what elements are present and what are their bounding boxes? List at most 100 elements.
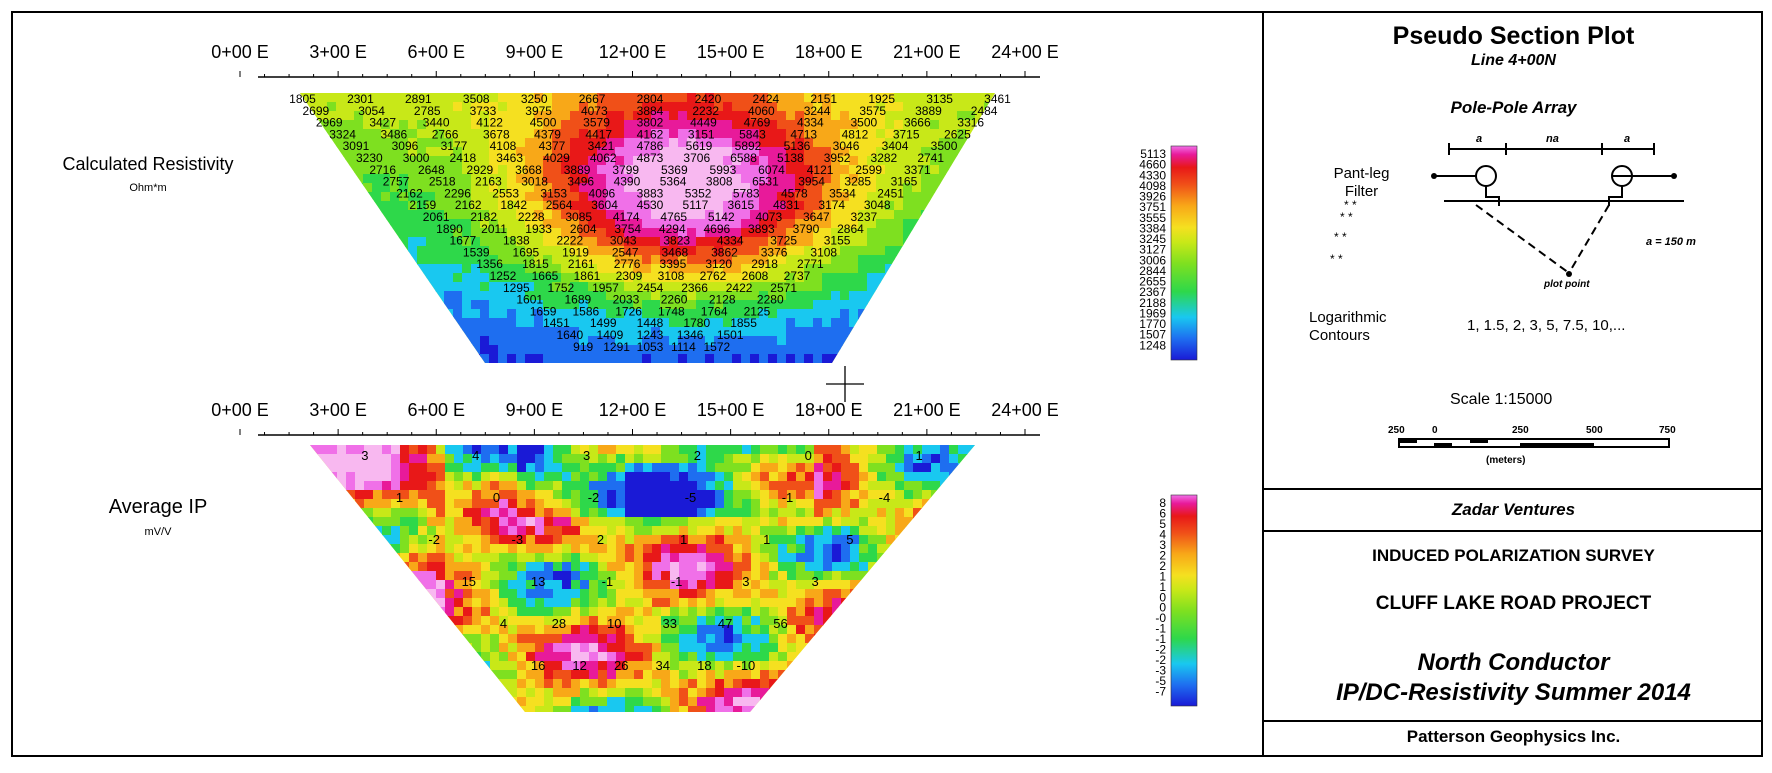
field-cell: [967, 643, 975, 653]
field-cell: [877, 607, 887, 617]
field-cell: [723, 264, 733, 274]
field-cell: [499, 706, 509, 712]
field-cell: [445, 652, 455, 662]
field-cell: [949, 445, 959, 455]
field-cell: [319, 526, 329, 536]
field-cell: [435, 183, 445, 193]
field-cell: [876, 255, 886, 265]
field-cell: [345, 354, 355, 363]
field-cell: [669, 354, 679, 363]
x-tick-label: 9+00 E: [506, 42, 564, 62]
field-cell: [885, 291, 895, 301]
field-cell: [723, 183, 733, 193]
field-cell: [885, 336, 895, 346]
field-cell: [570, 138, 580, 148]
field-cell: [858, 336, 868, 346]
field-cell: [913, 526, 923, 536]
field-cell: [454, 679, 464, 689]
field-cell: [984, 210, 994, 220]
field-cell: [796, 445, 806, 455]
field-cell: [643, 562, 653, 572]
field-cell: [544, 517, 554, 527]
resistivity-value: 1925: [868, 92, 895, 106]
field-cell: [327, 219, 337, 229]
field-cell: [777, 273, 787, 283]
field-cell: [543, 165, 553, 175]
field-cell: [318, 282, 328, 292]
field-cell: [796, 463, 806, 473]
field-cell: [787, 508, 797, 518]
field-cell: [714, 327, 724, 337]
field-cell: [868, 625, 878, 635]
colorbar-label: 1770: [1139, 317, 1166, 331]
field-cell: [408, 192, 418, 202]
field-cell: [589, 688, 599, 698]
field-cell: [751, 616, 761, 626]
field-cell: [382, 607, 392, 617]
field-cell: [598, 625, 608, 635]
field-cell: [606, 318, 616, 328]
field-cell: [697, 679, 707, 689]
field-cell: [823, 454, 833, 464]
field-cell: [850, 688, 860, 698]
field-cell: [814, 679, 824, 689]
field-cell: [903, 138, 913, 148]
field-cell: [436, 616, 446, 626]
field-cell: [598, 706, 608, 712]
field-cell: [688, 688, 698, 698]
field-cell: [984, 147, 994, 157]
field-cell: [823, 634, 833, 644]
field-cell: [814, 553, 824, 563]
resistivity-value: 6531: [752, 175, 779, 189]
field-cell: [561, 174, 571, 184]
field-cell: [759, 291, 769, 301]
field-cell: [597, 336, 607, 346]
field-cell: [462, 102, 472, 112]
field-cell: [598, 634, 608, 644]
field-cell: [444, 165, 454, 175]
field-cell: [840, 228, 850, 238]
field-cell: [435, 228, 445, 238]
field-cell: [678, 201, 688, 211]
field-cell: [499, 589, 509, 599]
field-cell: [786, 318, 796, 328]
field-cell: [751, 634, 761, 644]
field-cell: [391, 499, 401, 509]
field-cell: [949, 625, 959, 635]
field-cell: [940, 454, 950, 464]
field-cell: [435, 102, 445, 112]
field-cell: [346, 454, 356, 464]
field-cell: [967, 679, 975, 689]
field-cell: [913, 670, 923, 680]
field-cell: [930, 318, 940, 328]
field-cell: [733, 481, 743, 491]
field-cell: [939, 255, 949, 265]
field-cell: [516, 282, 526, 292]
field-cell: [373, 535, 383, 545]
field-cell: [751, 625, 761, 635]
resistivity-value: 4334: [717, 234, 744, 248]
field-cell: [400, 499, 410, 509]
field-cell: [373, 670, 383, 680]
field-cell: [742, 589, 752, 599]
field-cell: [760, 706, 770, 712]
field-cell: [633, 183, 643, 193]
field-cell: [885, 93, 895, 103]
field-cell: [381, 336, 391, 346]
field-cell: [741, 219, 751, 229]
field-cell: [633, 300, 643, 310]
field-cell: [697, 526, 707, 536]
field-cell: [760, 643, 770, 653]
field-cell: [904, 499, 914, 509]
title-block: * * * * * * * * Pseudo Section Plot Line 4…: [1262, 11, 1763, 757]
field-cell: [634, 463, 644, 473]
resistivity-value: 2969: [316, 116, 343, 130]
field-cell: [373, 607, 383, 617]
field-cell: [499, 634, 509, 644]
field-cell: [715, 481, 725, 491]
field-cell: [616, 544, 626, 554]
field-cell: [517, 535, 527, 545]
field-cell: [418, 481, 428, 491]
resistivity-value: 3000: [403, 151, 430, 165]
field-cell: [472, 625, 482, 635]
